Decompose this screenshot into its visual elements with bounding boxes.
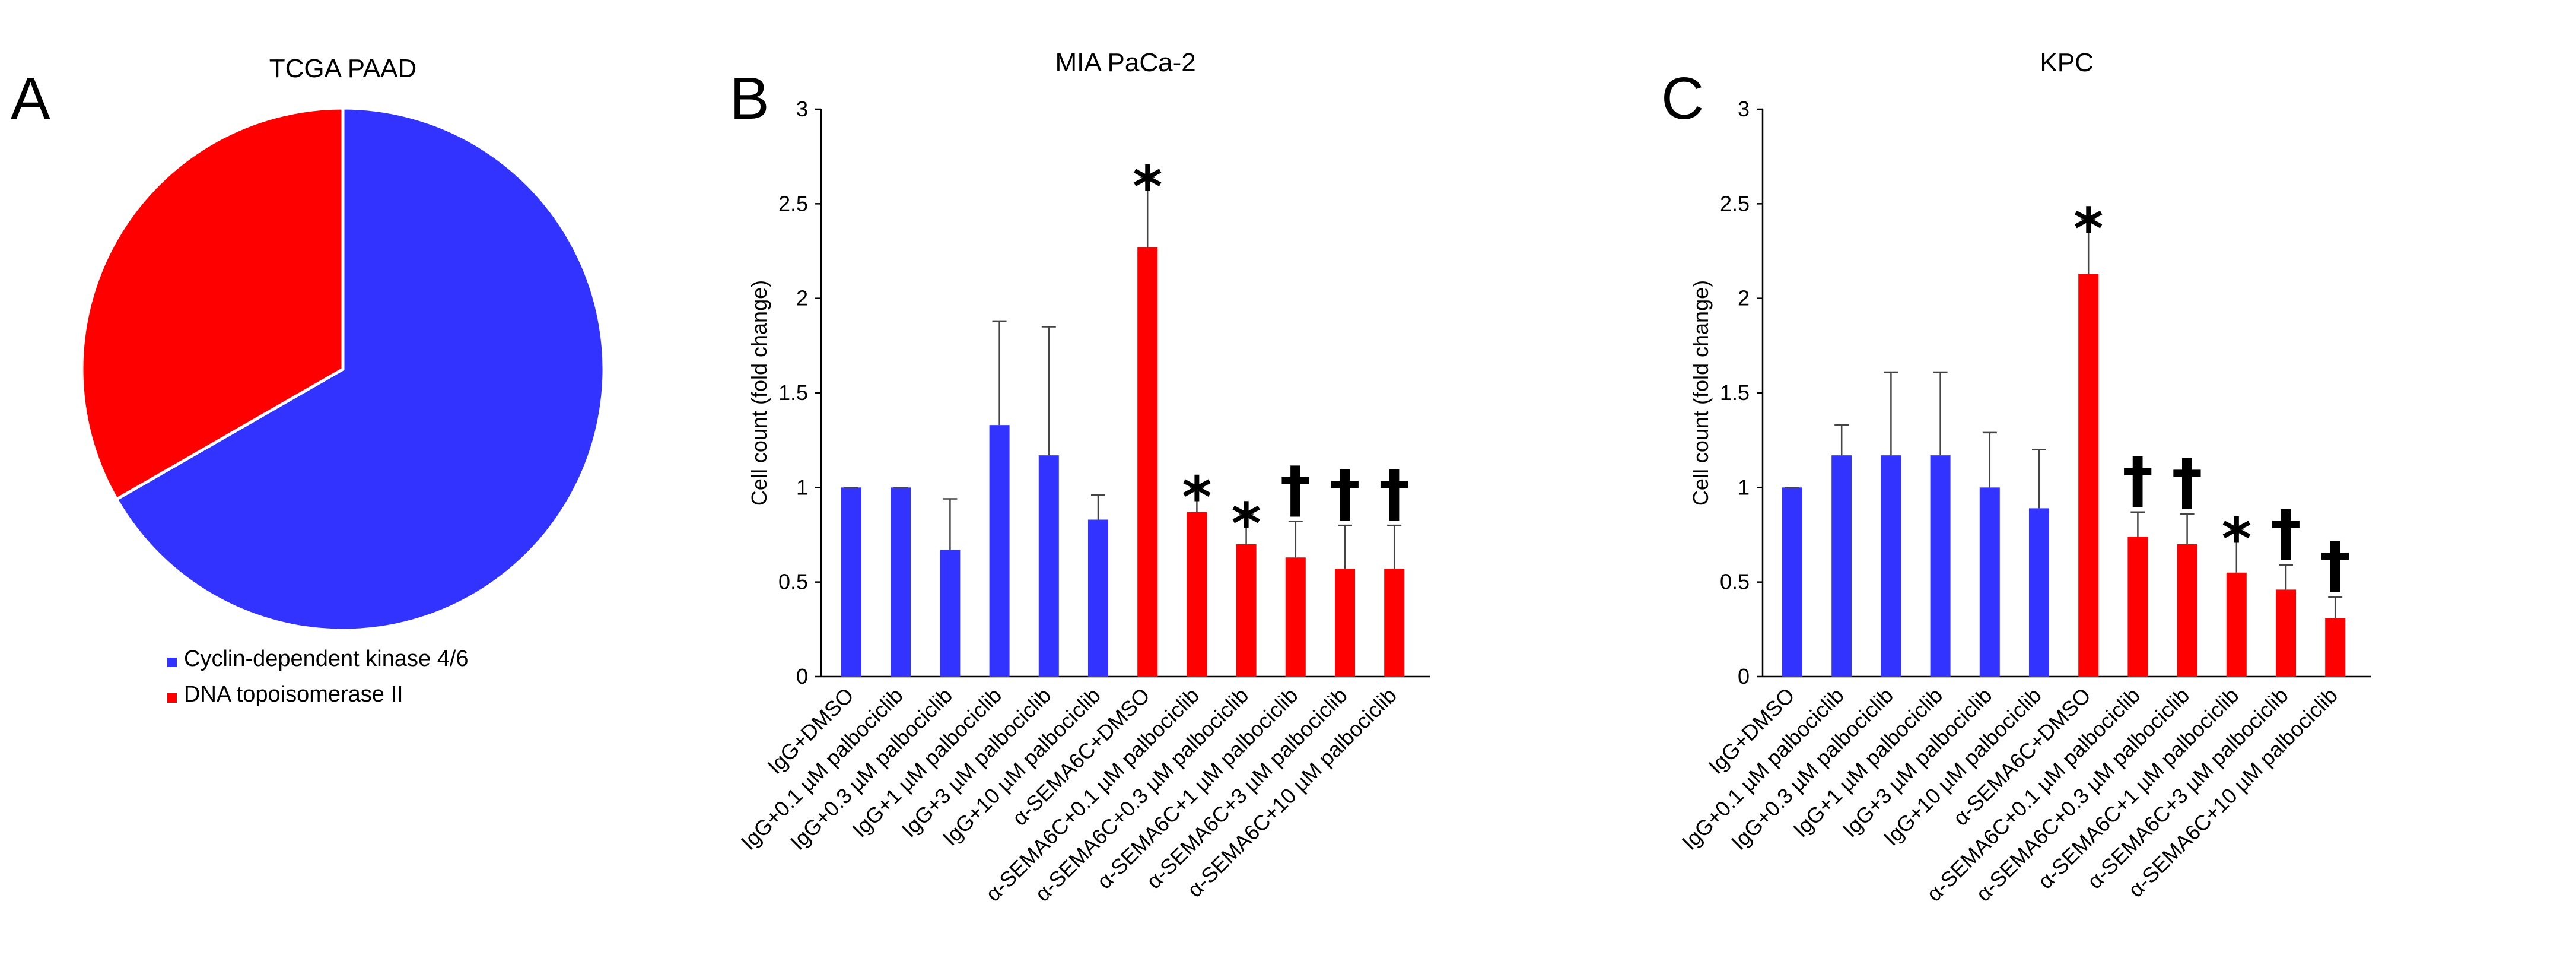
bar (1137, 247, 1158, 677)
y-tick-label: 3 (796, 97, 808, 121)
significance-mark: † (1330, 457, 1360, 529)
y-tick-label: 1.5 (1720, 380, 1750, 405)
bar-chart-kpc: KPC 0 0.5 1 1.5 2 2.5 3 Cell count (fold change)… (1677, 48, 2371, 906)
panel-letter-b: B (730, 65, 769, 132)
bar (1384, 569, 1405, 677)
bar (1187, 512, 1207, 677)
panel-c-bar-chart: C KPC 0 0.5 1 1.5 2 2.5 3 Cell count (fold chang… (1661, 48, 2371, 906)
pie-legend: Cyclin-dependent kinase 4/6 DNA topoisome… (167, 646, 469, 707)
panel-b-bar-chart: B MIA PaCa-2 0 0.5 1 1.5 2 2.5 3 Cell count (fol… (730, 48, 1430, 906)
bar (2078, 274, 2099, 677)
bar (841, 487, 861, 677)
legend-swatch (167, 693, 177, 703)
pie-slice (80, 106, 345, 502)
y-tick-label: 1.5 (778, 380, 808, 405)
significance-mark: † (1379, 457, 1410, 529)
significance-mark: * (2073, 196, 2103, 262)
panel-letter-c: C (1661, 65, 1704, 132)
significance-mark: † (2122, 444, 2153, 516)
bar (2226, 572, 2247, 677)
significance-mark: * (1182, 464, 1211, 531)
chart-title: MIA PaCa-2 (1055, 48, 1195, 77)
bar (1881, 455, 1901, 677)
significance-mark: † (2270, 497, 2301, 569)
legend-entry: Cyclin-dependent kinase 4/6 (184, 646, 469, 671)
bar (989, 425, 1010, 677)
pie-slice (115, 106, 606, 632)
significance-mark: † (1280, 453, 1311, 526)
y-tick-label: 1 (1738, 475, 1750, 499)
y-tick-label: 2.5 (778, 191, 808, 215)
bar (940, 550, 961, 677)
significance-mark: * (1231, 491, 1261, 557)
bar (1038, 455, 1059, 677)
legend-swatch (167, 658, 177, 667)
bar (2325, 618, 2346, 677)
bar (1979, 487, 2000, 677)
bar (1088, 519, 1108, 677)
y-tick-label: 2.5 (1720, 191, 1750, 215)
y-tick-label: 2 (1738, 286, 1750, 310)
bar (1236, 544, 1257, 677)
bar (1930, 455, 1951, 677)
bar (2177, 544, 2197, 677)
y-tick-label: 2 (796, 286, 808, 310)
panel-a-pie-chart: A TCGA PAAD Cyclin-dependent kinase 4/6 D… (11, 54, 606, 707)
bar-chart-mia-paca-2: MIA PaCa-2 0 0.5 1 1.5 2 2.5 3 Cell count (fold … (736, 48, 1430, 906)
legend-entry: DNA topoisomerase II (184, 682, 403, 707)
significance-mark: * (1133, 154, 1162, 221)
significance-mark: * (2222, 506, 2251, 572)
bar (2276, 589, 2296, 677)
bar (1831, 455, 1852, 677)
bar (891, 487, 911, 677)
y-tick-label: 0 (796, 664, 808, 688)
chart-title: KPC (2040, 48, 2093, 77)
y-axis-label: Cell count (fold change) (1688, 280, 1713, 506)
y-axis-label: Cell count (fold change) (747, 280, 771, 506)
panel-letter-a: A (11, 65, 50, 132)
significance-mark: † (2320, 529, 2351, 601)
bar (1782, 487, 1802, 677)
y-tick-label: 0.5 (778, 570, 808, 594)
bar (2127, 537, 2148, 677)
bar (1285, 557, 1306, 677)
significance-mark: † (2172, 446, 2203, 518)
y-tick-label: 1 (796, 475, 808, 499)
y-tick-label: 3 (1738, 97, 1750, 121)
y-tick-label: 0.5 (1720, 570, 1750, 594)
pie-slices (80, 106, 606, 632)
y-tick-label: 0 (1738, 664, 1750, 688)
pie-chart-title: TCGA PAAD (269, 54, 417, 83)
bar (1335, 569, 1355, 677)
bar (2029, 508, 2049, 677)
